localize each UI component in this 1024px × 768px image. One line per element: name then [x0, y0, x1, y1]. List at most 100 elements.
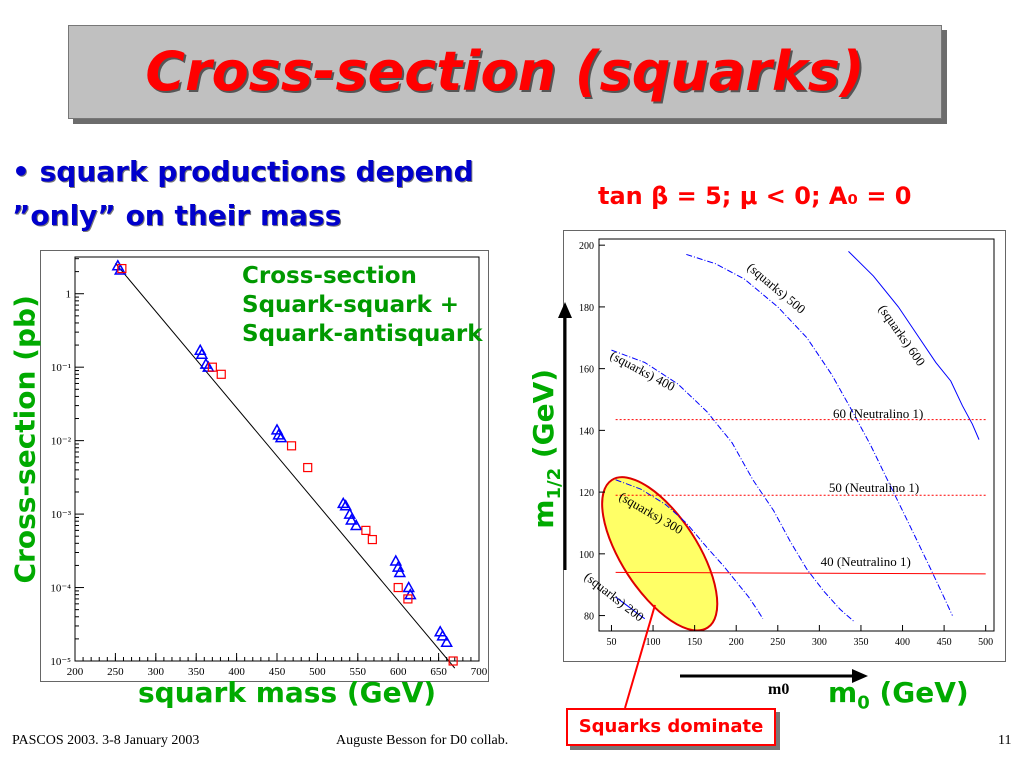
contour-label: (squarks) 500 — [744, 259, 808, 316]
x-arrow — [680, 669, 868, 683]
footer-left: PASCOS 2003. 3-8 January 2003 — [12, 733, 200, 748]
y-tick-label: 1 — [66, 289, 72, 301]
left-plot-frame: 200 250 300 350 400 450 500 550 600 650 700 1 10⁻¹ 10… — [40, 250, 489, 682]
triangle-point — [195, 347, 209, 359]
m-half-unit: (GeV) — [527, 368, 561, 468]
triangle-point — [336, 496, 350, 509]
x-tick-label: 650 — [430, 666, 447, 678]
y-tick-label: 120 — [579, 488, 594, 499]
triangle-point — [393, 566, 407, 578]
triangle-point — [274, 431, 288, 443]
triangle-point — [349, 518, 363, 531]
y-tick-label: 10⁻² — [51, 436, 72, 448]
square-point — [207, 362, 217, 372]
right-chart: 50 100 150 200 250 300 350 400 450 500 80 100 120 140… — [579, 238, 995, 648]
square-point — [286, 441, 297, 451]
y-arrow — [558, 302, 572, 570]
x-tick-label: 250 — [770, 637, 785, 648]
square-point — [448, 656, 458, 666]
triangle-point — [436, 629, 449, 641]
triangle-point — [339, 499, 352, 511]
bullet-text: • squark productions depend ”only” on th… — [12, 150, 474, 238]
x-tick-label: 700 — [471, 666, 488, 678]
x-tick-label: 450 — [937, 637, 952, 648]
x-tick-label: 50 — [606, 637, 616, 648]
bullet-line-1: • squark productions depend — [12, 155, 474, 188]
right-y-axis-label: m1/2 (GeV) — [527, 349, 565, 549]
y-tick-label: 140 — [579, 426, 594, 437]
y-tick-label: 160 — [579, 365, 594, 376]
square-point — [403, 594, 413, 604]
squark-contour — [611, 349, 855, 623]
params-label: tan β = 5; μ < 0; A₀ = 0 — [598, 182, 912, 210]
squark-contour — [848, 250, 980, 440]
m0-small-label: m0 — [768, 681, 790, 698]
y-tick-label: 10⁻⁴ — [50, 583, 71, 595]
squark-contour — [615, 479, 764, 619]
contour-label: 60 (Neutralino 1) — [833, 406, 923, 421]
left-chart: 200 250 300 350 400 450 500 550 600 650 700 1 10⁻¹ 10… — [50, 256, 488, 678]
squarks-dominate-ellipse — [601, 476, 719, 632]
x-tick-label: 600 — [390, 666, 407, 678]
square-point — [361, 525, 371, 535]
title-box: Cross-section (squarks) — [68, 25, 942, 119]
legend-line-3: Squark-antisquark — [242, 321, 483, 347]
neutralino-contour — [615, 571, 986, 575]
y-tick-label: 180 — [579, 303, 594, 314]
x-tick-label: 200 — [67, 666, 84, 678]
y-tick-label: 200 — [579, 241, 594, 252]
squark-contour — [615, 596, 646, 620]
triangle-point — [404, 588, 417, 600]
y-tick-label: 10⁻⁵ — [50, 656, 71, 668]
footer-center: Auguste Besson for D0 collab. — [336, 733, 509, 748]
x-tick-label: 100 — [646, 637, 661, 648]
right-plot-area — [598, 238, 995, 632]
x-tick-label: 300 — [812, 637, 827, 648]
m0-unit: (GeV) — [869, 676, 969, 709]
m0-sub: 0 — [857, 692, 870, 714]
contour-label: (squarks) 400 — [608, 348, 678, 395]
left-y-axis-label: Cross-section (pb) — [8, 295, 42, 584]
bullet-line-2: ”only” on their mass — [12, 199, 342, 232]
legend-line-2: Squark-squark + — [242, 292, 460, 318]
square-point — [393, 582, 403, 593]
left-legend: Cross-section Squark-squark + Squark-ant… — [242, 262, 483, 349]
triangle-point — [440, 635, 453, 647]
x-tick-label: 300 — [148, 666, 165, 678]
triangle-point — [345, 513, 358, 525]
m-half-prefix: m — [527, 499, 561, 529]
square-point — [367, 534, 377, 545]
y-tick-label: 10⁻¹ — [51, 362, 71, 374]
m-half-sub: 1/2 — [543, 467, 565, 500]
y-tick-label: 100 — [579, 550, 594, 561]
callout-pointer — [624, 604, 656, 709]
fit-line — [115, 262, 456, 669]
right-x-axis-label: m0 (GeV) — [828, 676, 969, 714]
legend-line-1: Cross-section — [242, 263, 417, 289]
x-tick-label: 350 — [188, 666, 205, 678]
x-tick-label: 200 — [729, 637, 744, 648]
y-tick-label: 10⁻³ — [51, 509, 72, 521]
m0-prefix: m — [828, 676, 858, 709]
triangle-point — [272, 428, 285, 440]
x-tick-label: 550 — [350, 666, 367, 678]
left-x-axis-label: squark mass (GeV) — [138, 676, 437, 709]
x-tick-label: 400 — [895, 637, 910, 648]
y-tick-label: 80 — [584, 612, 594, 623]
slide-title: Cross-section (squarks) — [145, 40, 865, 103]
square-point — [216, 369, 226, 379]
contour-label: 40 (Neutralino 1) — [821, 554, 911, 569]
x-tick-label: 250 — [107, 666, 124, 678]
page-number: 11 — [998, 733, 1012, 748]
squarks-dominate-callout: Squarks dominate — [566, 708, 776, 746]
x-tick-label: 500 — [978, 637, 993, 648]
x-tick-label: 350 — [853, 637, 868, 648]
squark-contour — [686, 253, 953, 616]
square-point — [303, 462, 313, 473]
x-tick-label: 500 — [309, 666, 326, 678]
right-plot-frame: 50 100 150 200 250 300 350 400 450 500 80 100 120 140… — [563, 230, 1006, 662]
x-tick-label: 450 — [269, 666, 286, 678]
x-tick-label: 400 — [228, 666, 245, 678]
triangle-point — [402, 581, 415, 593]
contour-label: 50 (Neutralino 1) — [829, 480, 919, 495]
